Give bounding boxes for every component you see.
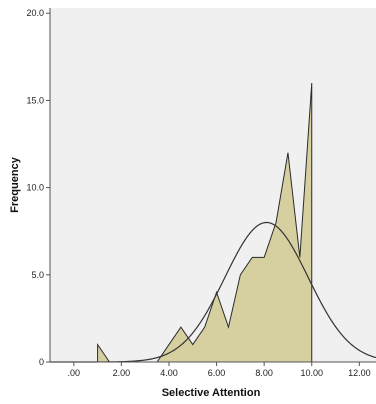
x-tick-label: 8.00 bbox=[255, 368, 273, 378]
y-axis-title: Frequency bbox=[9, 156, 21, 213]
x-tick-label: .00 bbox=[68, 368, 81, 378]
x-tick-label: 10.00 bbox=[300, 368, 323, 378]
y-tick-label: 20.0 bbox=[26, 8, 44, 18]
y-tick-label: 15.0 bbox=[26, 95, 44, 105]
x-tick-label: 12.00 bbox=[348, 368, 371, 378]
x-axis-title: Selective Attention bbox=[162, 387, 261, 399]
y-tick-label: 5.0 bbox=[31, 270, 44, 280]
x-tick-label: 6.00 bbox=[208, 368, 226, 378]
x-tick-label: 2.00 bbox=[113, 368, 131, 378]
y-tick-layer: 0 5.0 10.0 15.0 20.0 bbox=[26, 8, 50, 367]
y-tick-label: 0 bbox=[39, 357, 44, 367]
x-tick-label: 4.00 bbox=[160, 368, 178, 378]
x-tick-layer: .00 2.00 4.00 6.00 8.00 10.00 12.00 bbox=[68, 362, 371, 378]
y-tick-label: 10.0 bbox=[26, 183, 44, 193]
